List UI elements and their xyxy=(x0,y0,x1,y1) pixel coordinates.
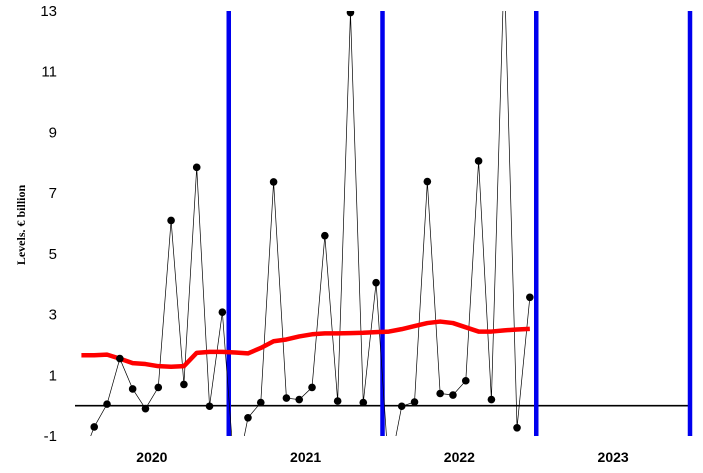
monthly-point xyxy=(295,395,304,404)
y-tick-label: 5 xyxy=(49,246,57,263)
y-tick-label: 9 xyxy=(49,124,57,141)
monthly-point xyxy=(282,394,291,402)
x-tick-label: 2020 xyxy=(136,449,167,465)
monthly-point xyxy=(308,383,316,392)
monthly-point xyxy=(513,424,521,432)
x-tick-label: 2021 xyxy=(290,449,321,465)
y-tick-label: -1 xyxy=(44,428,57,445)
y-axis-label: Levels. € billion xyxy=(14,185,28,266)
y-tick-label: 13 xyxy=(40,3,57,20)
monthly-point xyxy=(321,231,329,240)
monthly-series-line xyxy=(90,11,531,436)
monthly-point xyxy=(192,163,201,172)
monthly-point xyxy=(449,391,457,399)
monthly-point xyxy=(167,216,175,225)
plot-area xyxy=(75,11,693,473)
y-tick-label: 3 xyxy=(49,307,57,324)
y-tick-label: 7 xyxy=(49,185,57,202)
monthly-point xyxy=(103,400,111,408)
monthly-point xyxy=(436,389,444,398)
monthly-point xyxy=(128,385,137,393)
monthly-point xyxy=(461,376,470,385)
y-tick-label: 1 xyxy=(49,367,57,384)
monthly-point xyxy=(526,293,534,302)
monthly-point xyxy=(346,11,355,17)
monthly-point xyxy=(397,402,406,411)
monthly-point xyxy=(385,469,393,473)
monthly-point xyxy=(180,380,188,389)
monthly-point xyxy=(474,157,483,165)
monthly-point xyxy=(78,456,86,464)
monthly-point xyxy=(244,413,252,422)
monthly-point xyxy=(269,178,278,186)
monthly-point xyxy=(359,398,368,407)
monthly-point xyxy=(256,398,265,407)
monthly-point xyxy=(154,383,163,392)
monthly-point xyxy=(372,278,380,287)
monthly-point xyxy=(90,423,99,431)
y-tick-label: 11 xyxy=(41,64,57,81)
monthly-point xyxy=(218,308,227,316)
monthly-point xyxy=(410,398,419,406)
x-tick-label: 2023 xyxy=(598,449,629,465)
monthly-point xyxy=(487,395,496,404)
x-tick-labels: 2020 2021 2022 2023 xyxy=(136,449,629,465)
monthly-point xyxy=(141,404,150,413)
trend-series-line xyxy=(81,319,530,370)
monthly-point xyxy=(333,397,342,405)
x-tick-label: 2022 xyxy=(444,449,475,465)
monthly-point xyxy=(116,354,124,363)
monthly-point xyxy=(205,402,214,411)
monthly-point xyxy=(423,177,432,186)
